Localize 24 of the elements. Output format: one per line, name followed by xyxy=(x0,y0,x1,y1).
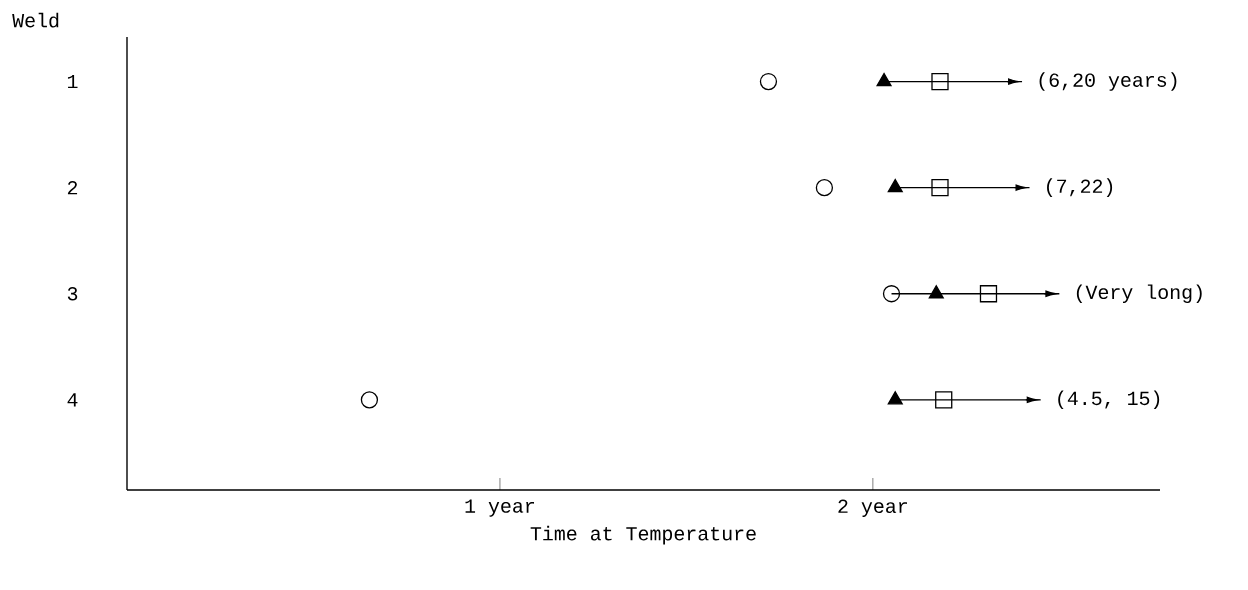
point xyxy=(876,72,892,87)
y-tick-label: 1 xyxy=(67,75,78,89)
point xyxy=(931,72,949,91)
point xyxy=(928,285,944,299)
point xyxy=(882,285,901,303)
point xyxy=(759,72,778,91)
y-tick-label: 2 xyxy=(67,180,78,195)
annotation: (4.5, 15) xyxy=(1058,390,1160,410)
point xyxy=(979,285,998,303)
point xyxy=(887,391,903,405)
annotation: (7,22) xyxy=(1047,178,1113,197)
y-axis-title: Weld xyxy=(12,12,59,28)
x-axis-title: Time at Temperature xyxy=(530,525,756,545)
y-tick-label: 3 xyxy=(67,286,78,301)
point xyxy=(931,179,949,197)
point xyxy=(360,391,379,409)
annotation: (6,20 years) xyxy=(1039,72,1177,91)
point xyxy=(815,179,834,197)
point xyxy=(887,179,903,193)
point xyxy=(935,391,953,409)
x-tick-label: 2 year xyxy=(838,499,907,517)
annotation: (Very long) xyxy=(1076,284,1202,304)
x-tick-label: 1 year xyxy=(465,499,535,517)
y-tick-label: 4 xyxy=(67,393,78,407)
